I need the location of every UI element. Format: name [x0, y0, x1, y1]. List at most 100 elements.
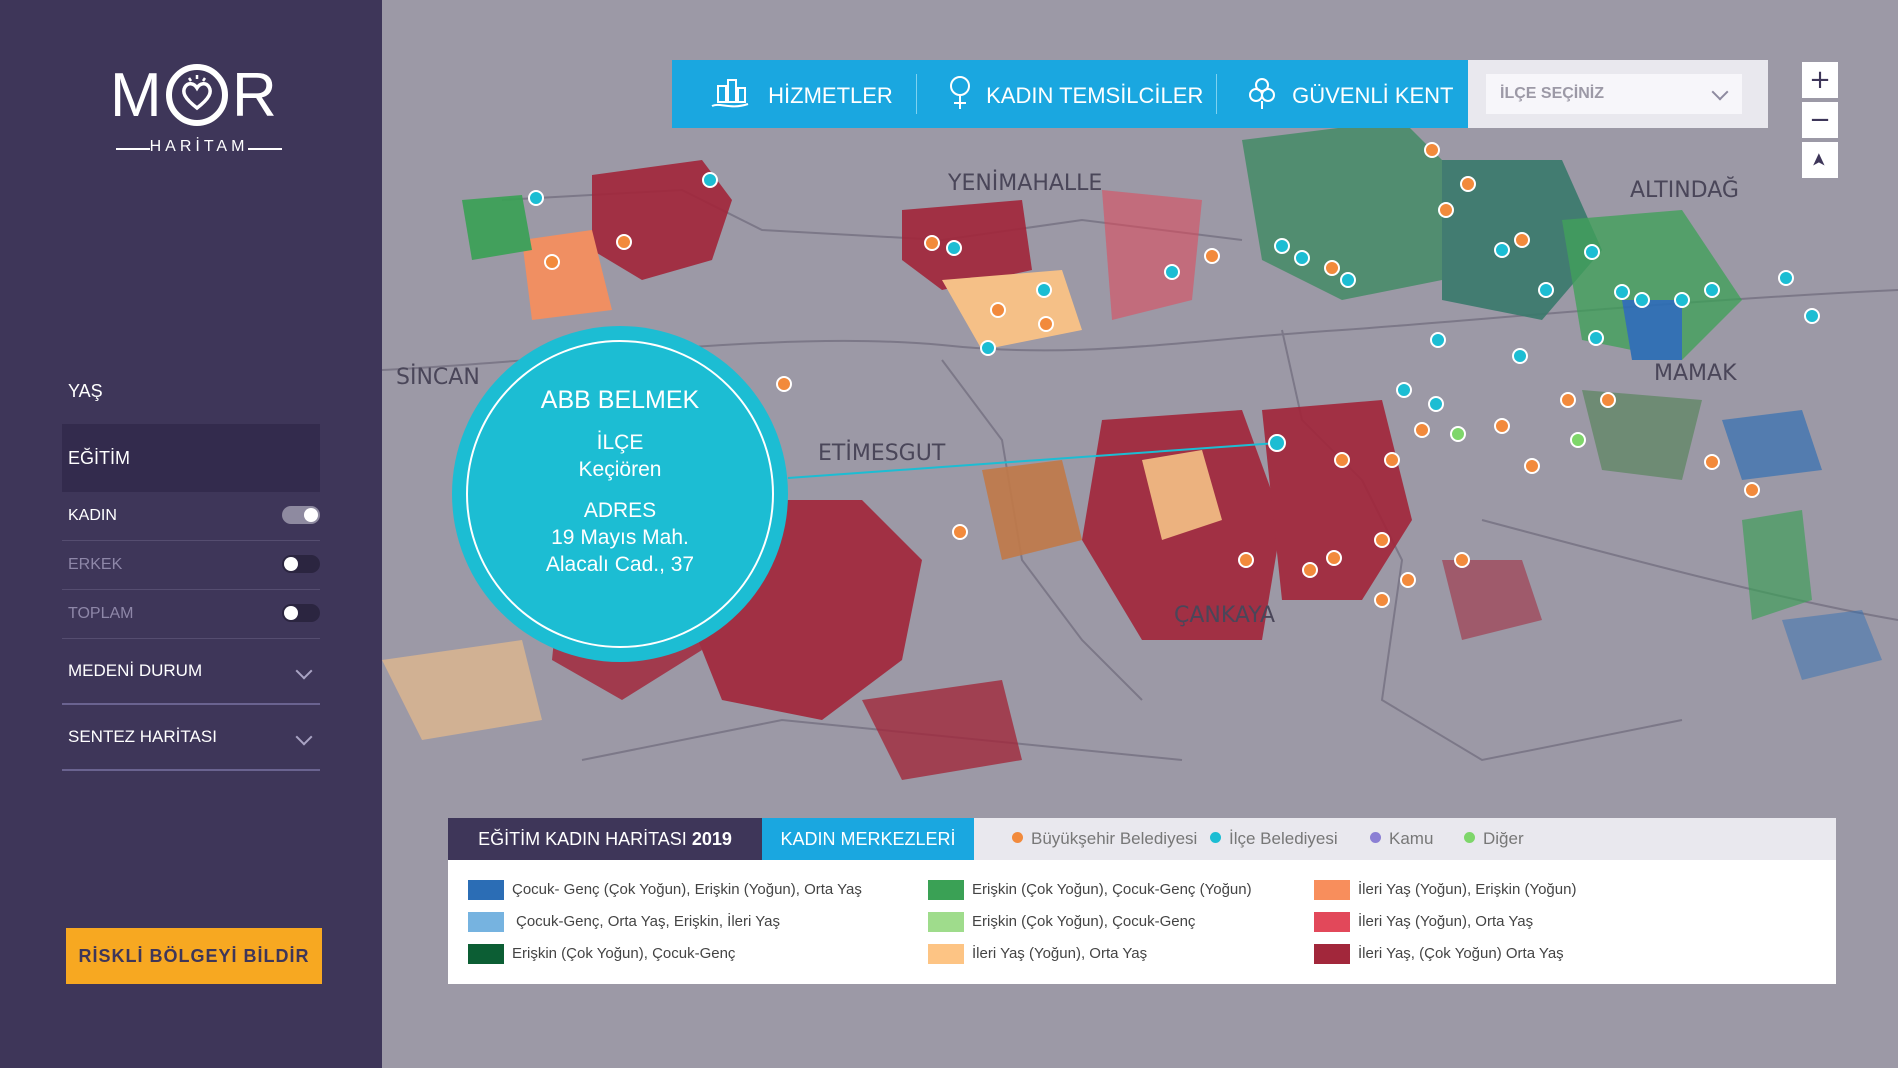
key-ilce-label: İlçe Belediyesi: [1229, 829, 1338, 848]
district-select[interactable]: İLÇE SEÇİNİZ: [1486, 74, 1742, 114]
map-place-labels: YENİMAHALLE ALTINDAĞ SİNCAN MAMAK ETİMES…: [396, 170, 1739, 628]
swatch-label: Erişkin (Çok Yoğun), Çocuk-Genç: [512, 945, 736, 962]
label-etimesgut: ETİMESGUT: [818, 440, 946, 466]
swatch-label: İleri Yaş (Yoğun), Erişkin (Yoğun): [1358, 881, 1577, 898]
tab-kadin-temsilciler[interactable]: KADIN TEMSİLCİLER: [948, 60, 1203, 128]
legend-tab-education-map[interactable]: EĞİTİM KADIN HARİTASI 2019: [448, 818, 762, 860]
logo-subtitle: HARİTAM: [110, 138, 288, 156]
legend-tab-women-centers[interactable]: KADIN MERKEZLERİ: [762, 818, 974, 860]
green-dot-icon: [1464, 832, 1475, 844]
chevron-down-icon: [295, 728, 313, 746]
kadin-toggle[interactable]: [282, 506, 320, 524]
swatch-color: [928, 880, 964, 900]
key-buyuksehir-label: Büyükşehir Belediyesi: [1031, 829, 1198, 848]
map-canvas[interactable]: YENİMAHALLE ALTINDAĞ SİNCAN MAMAK ETİMES…: [382, 0, 1898, 1068]
bubble-title: ABB BELMEK: [540, 386, 700, 414]
orange-dot-icon: [1012, 832, 1023, 844]
swatch-label: İleri Yaş (Yoğun), Orta Yaş: [972, 945, 1148, 962]
bubble-address-line2: Alacalı Cad., 37: [545, 553, 695, 576]
zoom-out-button[interactable]: −: [1802, 102, 1838, 138]
swatch-label: İleri Yaş (Yoğun), Orta Yaş: [1358, 913, 1534, 930]
dropdown-medeni-durum-label: MEDENİ DURUM: [68, 661, 203, 680]
swatch-label: Çocuk- Genç (Çok Yoğun), Erişkin (Yoğun)…: [512, 881, 862, 898]
tab-guvenli-kent-label: GÜVENLİ KENT: [1292, 83, 1454, 108]
legend-center-types: Büyükşehir Belediyesi İlçe Belediyesi Ka…: [974, 818, 1836, 860]
sidebar: M R HARİTAM YAŞ EĞİTİM KADIN ERKEK TOPLA…: [0, 0, 382, 1068]
menu-item-egitim[interactable]: EĞİTİM: [62, 424, 320, 492]
filter-erkek-label: ERKEK: [68, 556, 123, 573]
top-navigation: HİZMETLER KADIN TEMSİLCİLER GÜVENLİ KENT: [672, 60, 1468, 128]
safe-city-icon: [1248, 76, 1276, 110]
swatch-color: [928, 944, 964, 964]
swatch-color: [1314, 912, 1350, 932]
zoom-in-button[interactable]: +: [1802, 62, 1838, 98]
swatch-color: [1314, 880, 1350, 900]
erkek-toggle[interactable]: [282, 555, 320, 573]
purple-dot-icon: [1370, 832, 1381, 844]
swatch-color: [468, 880, 504, 900]
mor-haritam-logo[interactable]: M R HARİTAM: [110, 60, 288, 160]
key-kamu: Kamu: [1370, 818, 1433, 860]
locate-button[interactable]: ➤: [1802, 142, 1838, 178]
logo-letter-r: R: [232, 61, 279, 130]
key-diger-label: Diğer: [1483, 829, 1524, 848]
map-legend: EĞİTİM KADIN HARİTASI 2019 KADIN MERKEZL…: [448, 818, 1836, 984]
tab-guvenli-kent[interactable]: GÜVENLİ KENT: [1248, 60, 1454, 128]
bubble-address-label: ADRES: [583, 499, 657, 522]
logo-letter-m: M: [110, 61, 164, 130]
bubble-content: ABB BELMEK İLÇE Keçiören ADRES 19 Mayıs …: [452, 386, 788, 578]
navigation-arrow-icon: ➤: [1809, 152, 1830, 168]
chevron-down-icon: [295, 662, 313, 680]
swatch-label: Erişkin (Çok Yoğun), Çocuk-Genç: [972, 913, 1196, 930]
filter-toplam[interactable]: TOPLAM: [62, 590, 320, 639]
filter-toplam-label: TOPLAM: [68, 605, 134, 622]
tab-hizmetler[interactable]: HİZMETLER: [710, 60, 893, 128]
report-risky-area-button[interactable]: RİSKLİ BÖLGEYİ BİLDİR: [66, 928, 322, 984]
cyan-dot-icon: [1210, 832, 1221, 844]
bubble-district: Keçiören: [578, 458, 662, 481]
bubble-district-label: İLÇE: [596, 431, 644, 454]
district-select-label: İLÇE SEÇİNİZ: [1500, 85, 1605, 102]
toplam-toggle[interactable]: [282, 604, 320, 622]
toggle-knob: [284, 557, 298, 571]
swatch-color: [468, 944, 504, 964]
nav-separator: [1216, 74, 1217, 114]
heart-circle-icon: [166, 64, 228, 126]
bubble-address-line1: 19 Mayıs Mah.: [551, 526, 689, 549]
filter-kadin-label: KADIN: [68, 507, 117, 524]
label-mamak: MAMAK: [1654, 361, 1737, 386]
dropdown-medeni-durum[interactable]: MEDENİ DURUM: [62, 639, 320, 705]
swatch-color: [928, 912, 964, 932]
district-select-panel: İLÇE SEÇİNİZ: [1468, 60, 1768, 128]
label-altindag: ALTINDAĞ: [1630, 177, 1739, 203]
filter-menu: YAŞ EĞİTİM KADIN ERKEK TOPLAM MEDENİ DUR…: [62, 362, 320, 771]
center-markers: [528, 142, 1820, 608]
filter-kadin[interactable]: KADIN: [62, 492, 320, 541]
toggle-knob: [304, 508, 318, 522]
tab-hizmetler-label: HİZMETLER: [768, 83, 893, 108]
center-info-bubble[interactable]: ABB BELMEK İLÇE Keçiören ADRES 19 Mayıs …: [452, 326, 788, 662]
bubble-ring: [466, 340, 774, 648]
key-ilce: İlçe Belediyesi: [1210, 818, 1338, 860]
swatch-label: Çocuk-Genç, Orta Yaş, Erişkin, İleri Yaş: [516, 913, 780, 930]
nav-separator: [916, 74, 917, 114]
key-diger: Diğer: [1464, 818, 1524, 860]
swatch-label: İleri Yaş, (Çok Yoğun) Orta Yaş: [1358, 945, 1564, 962]
swatch-color: [1314, 944, 1350, 964]
chevron-down-icon: [1711, 83, 1729, 101]
female-symbol-icon: [948, 75, 972, 111]
label-yenimahalle: YENİMAHALLE: [947, 170, 1102, 196]
dropdown-sentez-haritasi[interactable]: SENTEZ HARİTASI: [62, 705, 320, 771]
legend-tab-year: 2019: [691, 829, 732, 849]
swatch-color: [468, 912, 504, 932]
key-kamu-label: Kamu: [1389, 829, 1434, 848]
tab-kadin-temsilciler-label: KADIN TEMSİLCİLER: [986, 83, 1204, 108]
bubble-pointer-line: [787, 442, 1278, 479]
label-cankaya: ÇANKAYA: [1174, 603, 1275, 628]
swatch-label: Erişkin (Çok Yoğun), Çocuk-Genç (Yoğun): [972, 881, 1252, 898]
buildings-icon: [710, 76, 750, 110]
legend-tab-title: EĞİTİM KADIN HARİTASI: [478, 829, 687, 849]
menu-item-yas[interactable]: YAŞ: [68, 381, 103, 401]
label-sincan: SİNCAN: [396, 364, 480, 390]
filter-erkek[interactable]: ERKEK: [62, 541, 320, 590]
